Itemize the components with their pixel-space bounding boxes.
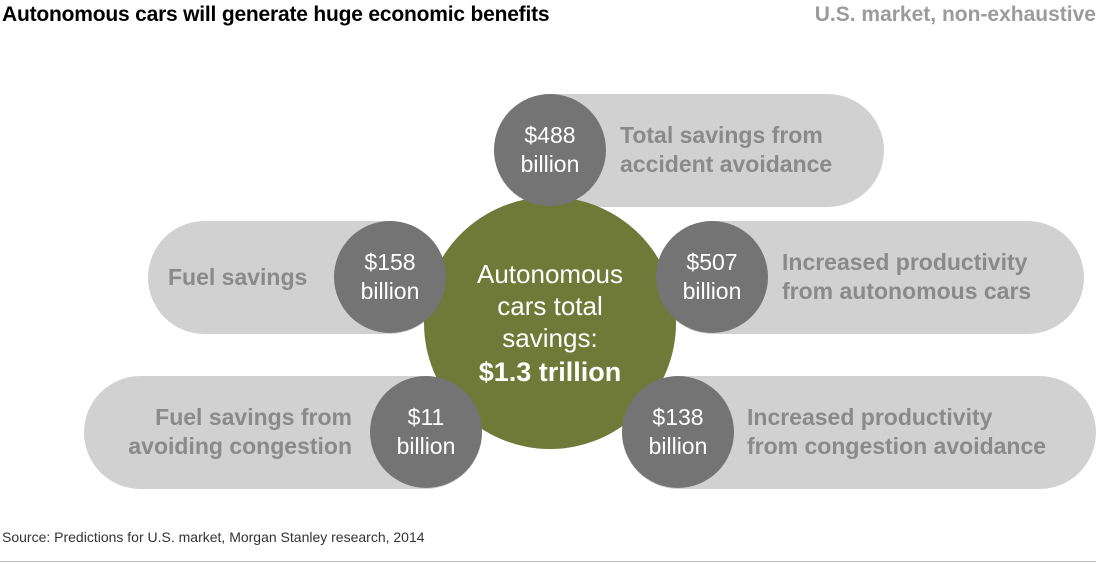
congestion-productivity-unit: billion [648, 433, 708, 459]
congestion-productivity-amount: $138 [652, 404, 704, 430]
page-subtitle: U.S. market, non-exhaustive [814, 3, 1096, 26]
congestion-productivity-value-bubble: $138 billion [622, 376, 734, 488]
congestion-fuel-amount: $11 [407, 404, 445, 430]
congestion-productivity-label-line2: from congestion avoidance [747, 433, 1047, 459]
autonomous-productivity-label-line1: Increased productivity [782, 249, 1028, 275]
congestion-fuel-unit: billion [396, 433, 456, 459]
accident-avoidance-label-line2: accident avoidance [620, 151, 833, 177]
fuel-savings-value-bubble: $158 billion [334, 221, 446, 333]
autonomous-productivity-value-bubble: $507 billion [656, 221, 768, 333]
congestion-fuel-label: Fuel savings from avoiding congestion [128, 403, 352, 461]
source-note: Source: Predictions for U.S. market, Mor… [2, 529, 425, 545]
page-title: Autonomous cars will generate huge econo… [2, 3, 550, 26]
accident-avoidance-label: Total savings from accident avoidance [620, 121, 832, 179]
fuel-savings-label: Fuel savings [168, 263, 307, 292]
hub-line3: savings: [502, 323, 598, 353]
accident-avoidance-amount: $488 [524, 122, 576, 148]
hub-total-value: $1.3 trillion [478, 357, 622, 387]
hub-line2: cars total [497, 291, 603, 321]
autonomous-productivity-label-line2: from autonomous cars [782, 278, 1032, 304]
fuel-savings-label-line1: Fuel savings [168, 264, 308, 290]
congestion-fuel-value-bubble: $11 billion [370, 376, 482, 488]
congestion-fuel-label-line2: avoiding congestion [128, 433, 352, 459]
accident-avoidance-value-bubble: $488 billion [494, 94, 606, 206]
autonomous-productivity-unit: billion [682, 278, 742, 304]
fuel-savings-unit: billion [360, 278, 420, 304]
congestion-productivity-label: Increased productivity from congestion a… [747, 403, 1046, 461]
total-savings-hub: Autonomous cars total savings: $1.3 tril… [424, 197, 676, 449]
accident-avoidance-label-line1: Total savings from [620, 122, 823, 148]
hub-line1: Autonomous [477, 259, 623, 289]
autonomous-productivity-amount: $507 [686, 249, 738, 275]
bottom-divider [0, 561, 1096, 562]
congestion-fuel-label-line1: Fuel savings from [155, 404, 352, 430]
autonomous-productivity-label: Increased productivity from autonomous c… [782, 248, 1031, 306]
congestion-productivity-label-line1: Increased productivity [747, 404, 993, 430]
fuel-savings-amount: $158 [364, 249, 416, 275]
accident-avoidance-unit: billion [520, 151, 580, 177]
